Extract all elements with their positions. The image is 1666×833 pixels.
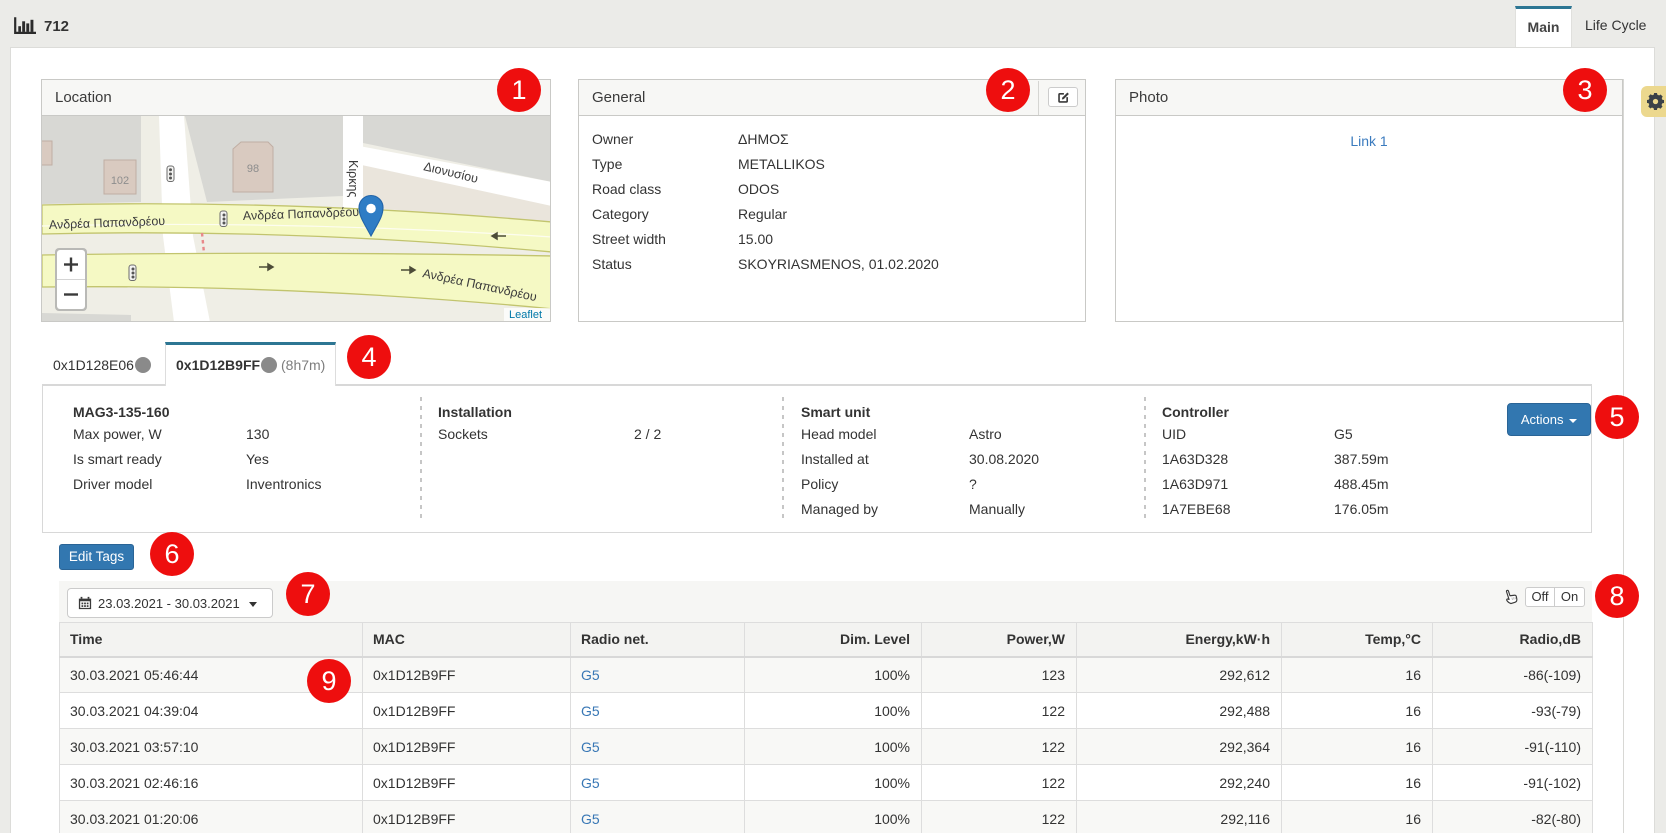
svg-text:Leaflet: Leaflet (509, 309, 542, 321)
svg-text:Κιρκης: Κιρκης (346, 160, 360, 197)
svg-text:102: 102 (111, 175, 129, 187)
svg-text:Ανδρέα Παπανδρέου: Ανδρέα Παπανδρέου (49, 214, 166, 232)
svg-text:Ανδρέα Παπανδρέου: Ανδρέα Παπανδρέου (243, 205, 360, 223)
svg-text:98: 98 (247, 163, 259, 175)
